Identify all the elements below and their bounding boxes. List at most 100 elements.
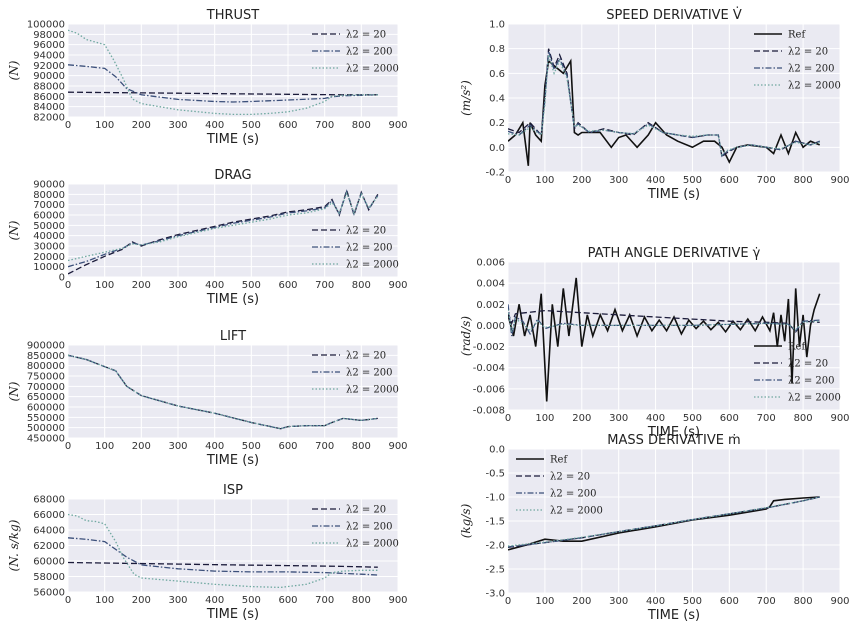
legend-label: λ2 = 200 [346, 522, 393, 533]
series-line-1 [68, 64, 378, 103]
x-tick-label: 0 [65, 595, 71, 606]
x-tick-label: 300 [168, 280, 187, 291]
x-tick-label: 700 [757, 175, 776, 186]
x-tick-label: 300 [168, 441, 187, 452]
x-tick-label: 900 [388, 595, 407, 606]
y-tick-label: 850000 [27, 351, 65, 362]
x-tick-label: 700 [315, 441, 334, 452]
legend-label: λ2 = 20 [346, 505, 386, 516]
legend: λ2 = 20 λ2 = 200 λ2 = 2000 [312, 351, 399, 396]
y-tick-label: 92000 [33, 61, 65, 72]
x-tick-label: 900 [830, 413, 849, 424]
y-tick-label: -1.0 [485, 493, 505, 504]
series-line-3 [508, 309, 820, 332]
y-tick-label: -3.0 [485, 589, 505, 600]
x-tick-label: 100 [95, 280, 114, 291]
x-tick-label: 500 [242, 280, 261, 291]
x-tick-label: 600 [278, 441, 297, 452]
y-tick-label: 60000 [33, 211, 65, 222]
speed-panel: 0 100 200 300 400 500 600 700 800 900 -0.2 0.0 0.2 0.… [459, 8, 850, 202]
plot-area [68, 184, 398, 277]
y-tick-label: 800000 [27, 361, 65, 372]
y-tick-label: 96000 [33, 40, 65, 51]
legend-label: λ2 = 20 [550, 472, 590, 483]
plot-area [68, 345, 398, 438]
x-tick-label: 300 [609, 413, 628, 424]
x-tick-label: 900 [830, 175, 849, 186]
x-tick-label: 500 [683, 175, 702, 186]
y-axis-label: (rad/s) [459, 316, 473, 356]
y-tick-label: 30000 [33, 242, 65, 253]
series-line-2 [508, 50, 820, 158]
legend: λ2 = 20 λ2 = 200 λ2 = 2000 [312, 226, 399, 271]
x-tick-label: 800 [794, 413, 813, 424]
y-tick-label: 0.8 [489, 44, 505, 55]
x-axis-label: TIME (s) [206, 453, 259, 468]
legend: Ref λ2 = 20 λ2 = 200 λ2 = 2000 [754, 342, 841, 404]
y-tick-label: 62000 [33, 541, 65, 552]
drag-panel: 0 100 200 300 400 500 600 700 800 900 010000200003… [7, 168, 408, 307]
y-axis-label: (N. s/kg) [7, 519, 21, 571]
legend-label: Ref [550, 455, 568, 466]
legend-label: λ2 = 2000 [346, 64, 399, 75]
chart-title: SPEED DERIVATIVE V̇ [606, 8, 742, 23]
y-tick-label: 450000 [27, 434, 65, 445]
x-axis-label: TIME (s) [206, 132, 259, 147]
x-tick-label: 200 [572, 413, 591, 424]
y-tick-label: 900000 [27, 341, 65, 352]
x-tick-label: 600 [278, 280, 297, 291]
x-tick-label: 0 [505, 175, 511, 186]
x-tick-label: 700 [315, 280, 334, 291]
series-line-0 [508, 277, 821, 402]
isp-panel: 0 100 200 300 400 500 600 700 800 900 56000 58000 60… [7, 483, 408, 622]
y-tick-label: 98000 [33, 30, 65, 41]
legend-label: Ref [788, 30, 806, 41]
y-tick-label: 0.000 [476, 321, 505, 332]
x-tick-label: 600 [720, 413, 739, 424]
x-tick-label: 500 [683, 413, 702, 424]
y-tick-label: -0.002 [473, 342, 505, 353]
y-tick-label: 86000 [33, 92, 65, 103]
y-tick-label: 0.4 [489, 94, 505, 105]
x-tick-label: 500 [242, 120, 261, 131]
x-tick-label: 200 [132, 441, 151, 452]
y-tick-label: -0.2 [485, 168, 505, 179]
series-line-3 [508, 54, 820, 157]
x-axis-label: TIME (s) [206, 607, 259, 622]
y-tick-label: 550000 [27, 413, 65, 424]
legend-label: Ref [788, 342, 806, 353]
x-tick-label: 300 [168, 595, 187, 606]
x-tick-label: 800 [794, 175, 813, 186]
y-tick-label: 0.004 [476, 279, 505, 290]
x-tick-label: 0 [65, 280, 71, 291]
x-tick-label: 900 [388, 441, 407, 452]
legend-label: λ2 = 20 [346, 226, 386, 237]
x-tick-label: 100 [95, 595, 114, 606]
x-tick-label: 300 [609, 596, 628, 607]
y-tick-label: -2.5 [485, 565, 505, 576]
x-axis-label: TIME (s) [206, 292, 259, 307]
y-tick-label: 90000 [33, 71, 65, 82]
y-tick-label: 0.2 [489, 118, 505, 129]
x-tick-label: 800 [352, 441, 371, 452]
series-line-0 [68, 187, 379, 275]
x-tick-label: 100 [95, 120, 114, 131]
legend-label: λ2 = 20 [788, 359, 828, 370]
x-tick-label: 200 [572, 175, 591, 186]
y-tick-label: 84000 [33, 102, 65, 113]
legend: λ2 = 20 λ2 = 200 λ2 = 2000 [312, 505, 399, 550]
chart-title: LIFT [220, 329, 246, 344]
legend-label: λ2 = 20 [788, 47, 828, 58]
series-line-1 [68, 537, 378, 576]
pathangle-panel: 0 100 200 300 400 500 600 700 800 900 -0.008 -0.006… [459, 246, 850, 440]
x-tick-label: 600 [278, 120, 297, 131]
legend-label: λ2 = 200 [346, 243, 393, 254]
x-tick-label: 400 [205, 595, 224, 606]
y-tick-label: 750000 [27, 372, 65, 383]
y-tick-label: 50000 [33, 221, 65, 232]
x-tick-label: 800 [352, 280, 371, 291]
series-line-2 [68, 513, 378, 589]
legend-label: λ2 = 2000 [346, 260, 399, 271]
series-line-2 [68, 354, 378, 430]
y-tick-label: 58000 [33, 572, 65, 583]
